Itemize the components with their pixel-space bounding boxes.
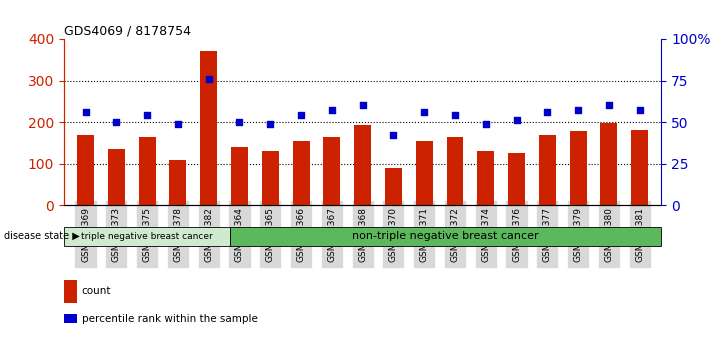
Bar <box>169 160 186 205</box>
Bar <box>201 51 217 205</box>
Point <box>234 119 245 125</box>
Point <box>357 103 368 108</box>
Point <box>603 103 614 108</box>
Bar <box>231 147 248 205</box>
Bar <box>354 125 371 205</box>
Point <box>172 121 183 127</box>
Point <box>80 109 91 115</box>
Bar <box>64 227 230 246</box>
Bar <box>539 136 556 205</box>
Point <box>203 76 215 82</box>
Point <box>449 113 461 118</box>
Point <box>572 108 584 113</box>
Point <box>295 113 306 118</box>
Point <box>264 121 276 127</box>
Point <box>387 133 399 138</box>
Point <box>634 108 646 113</box>
Bar <box>230 227 661 246</box>
Point <box>542 109 553 115</box>
Bar <box>631 131 648 205</box>
Bar <box>77 135 94 205</box>
Bar <box>292 141 309 205</box>
Bar <box>600 123 617 205</box>
Point <box>141 113 153 118</box>
Text: non-triple negative breast cancer: non-triple negative breast cancer <box>353 231 539 241</box>
Bar <box>324 137 341 205</box>
Bar <box>385 168 402 205</box>
Text: count: count <box>82 286 111 296</box>
Point <box>480 121 491 127</box>
Bar <box>570 131 587 205</box>
Bar <box>139 137 156 205</box>
Bar <box>447 137 464 205</box>
Text: disease state ▶: disease state ▶ <box>4 231 80 241</box>
Text: GDS4069 / 8178754: GDS4069 / 8178754 <box>64 25 191 38</box>
Text: triple negative breast cancer: triple negative breast cancer <box>81 232 213 241</box>
Point <box>326 108 338 113</box>
Bar <box>108 149 125 205</box>
Bar <box>416 141 433 205</box>
Bar <box>262 151 279 205</box>
Bar <box>508 153 525 205</box>
Point <box>419 109 430 115</box>
Point <box>111 119 122 125</box>
Text: percentile rank within the sample: percentile rank within the sample <box>82 314 257 324</box>
Bar <box>477 151 494 205</box>
Point <box>510 118 522 123</box>
